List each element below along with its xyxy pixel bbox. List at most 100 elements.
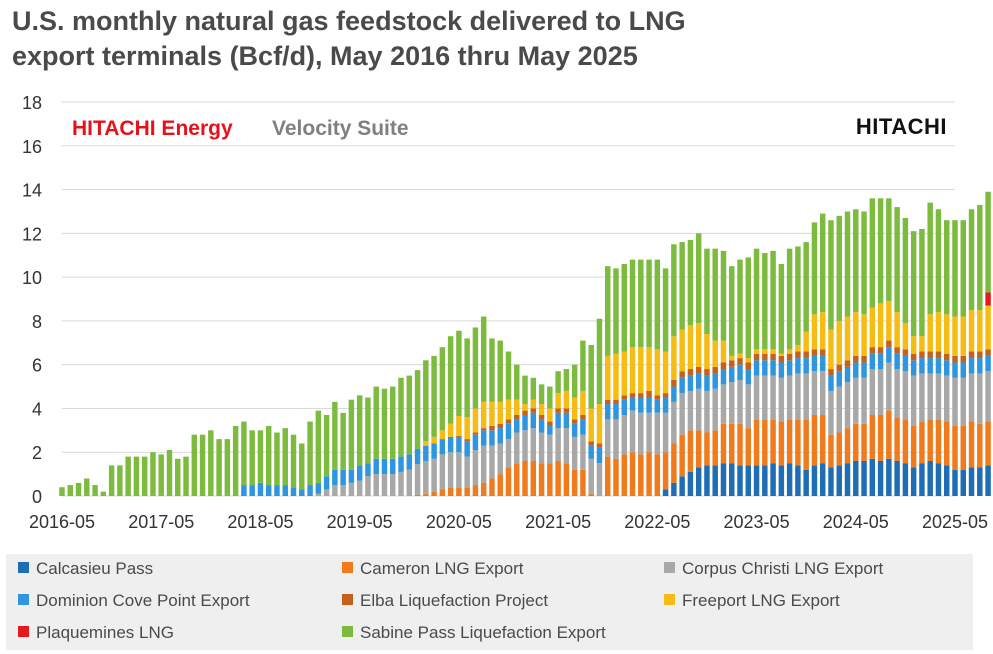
bar-segment bbox=[588, 441, 594, 446]
bar-segment bbox=[340, 412, 346, 470]
bar-segment bbox=[770, 375, 776, 420]
bar-segment bbox=[514, 415, 520, 420]
bar-segment bbox=[547, 386, 553, 409]
bar-segment bbox=[952, 220, 958, 317]
bar-segment bbox=[919, 463, 925, 496]
bar-segment bbox=[704, 432, 710, 466]
bar-segment bbox=[753, 465, 760, 496]
bar-segment bbox=[828, 467, 834, 496]
bar-segment bbox=[456, 435, 462, 437]
bar-segment bbox=[232, 425, 239, 496]
bar-segment bbox=[514, 399, 520, 416]
bar-segment bbox=[662, 393, 669, 398]
bar-segment bbox=[439, 430, 446, 440]
bar-segment bbox=[613, 353, 619, 400]
bar-segment bbox=[803, 242, 809, 332]
bar-segment bbox=[886, 301, 892, 341]
bar-segment bbox=[927, 419, 933, 461]
bar-segment bbox=[414, 464, 421, 495]
bar-segment bbox=[737, 259, 743, 354]
bar-segment bbox=[464, 487, 470, 496]
bar-segment bbox=[629, 259, 636, 348]
bar-segment bbox=[596, 447, 603, 464]
bar-segment bbox=[588, 408, 594, 442]
bar-segment bbox=[944, 314, 950, 354]
bar-segment bbox=[819, 349, 826, 356]
bar-segment bbox=[778, 263, 785, 354]
bar-segment bbox=[762, 253, 768, 350]
bar-segment bbox=[365, 476, 371, 496]
bar-segment bbox=[902, 371, 909, 420]
chart-title-line1: U.S. monthly natural gas feedstock deliv… bbox=[12, 6, 686, 36]
bar-segment bbox=[786, 353, 793, 361]
bar-segment bbox=[861, 460, 867, 496]
bar-segment bbox=[927, 314, 933, 352]
bar-segment bbox=[960, 355, 966, 363]
bar-segment bbox=[828, 390, 834, 435]
legend-swatch bbox=[18, 562, 29, 573]
bar-segment bbox=[480, 445, 487, 483]
bar-segment bbox=[638, 259, 644, 348]
bar-segment bbox=[580, 434, 586, 470]
bar-segment bbox=[729, 360, 735, 367]
bar-segment bbox=[819, 312, 826, 350]
legend-label: Freeport LNG Export bbox=[682, 591, 840, 610]
bar-segment bbox=[704, 248, 710, 335]
bar-segment bbox=[480, 430, 487, 446]
y-tick-label: 2 bbox=[32, 443, 42, 463]
bar-segment bbox=[662, 412, 669, 453]
bar-segment bbox=[265, 425, 272, 486]
bar-segment bbox=[919, 421, 925, 464]
bar-segment bbox=[844, 360, 851, 367]
bar-segment bbox=[613, 399, 619, 405]
bar-segment bbox=[414, 494, 421, 496]
bar-segment bbox=[910, 353, 917, 361]
bar-segment bbox=[456, 436, 462, 453]
bar-segment bbox=[935, 351, 942, 359]
bar-segment bbox=[447, 452, 454, 488]
bar-segment bbox=[811, 314, 818, 350]
bar-segment bbox=[555, 393, 561, 409]
legend-label: Calcasieu Pass bbox=[36, 559, 154, 578]
bar-segment bbox=[977, 358, 983, 374]
bar-segment bbox=[555, 408, 561, 413]
bar-segment bbox=[662, 397, 669, 413]
bar-segment bbox=[795, 344, 801, 352]
legend-swatch bbox=[342, 562, 353, 573]
bar-segment bbox=[439, 439, 446, 455]
bar-segment bbox=[786, 349, 793, 354]
bar-segment bbox=[265, 485, 272, 496]
chart-title: U.S. monthly natural gas feedstock deliv… bbox=[12, 4, 972, 74]
bar-segment bbox=[952, 469, 958, 496]
bar-segment bbox=[431, 355, 437, 437]
bar-segment bbox=[75, 482, 82, 496]
bar-segment bbox=[621, 351, 627, 396]
bar-segment bbox=[348, 469, 355, 483]
bar-segment bbox=[836, 386, 842, 433]
bar-segment bbox=[910, 375, 917, 426]
bar-segment bbox=[960, 220, 966, 317]
bar-segment bbox=[745, 358, 752, 363]
bar-segment bbox=[662, 489, 669, 496]
bar-segment bbox=[580, 469, 586, 496]
bar-segment bbox=[662, 452, 669, 490]
bar-segment bbox=[522, 404, 528, 411]
bar-segment bbox=[952, 316, 958, 356]
bar-segment bbox=[604, 355, 611, 400]
bar-segment bbox=[985, 371, 991, 422]
bar-segment bbox=[679, 329, 685, 372]
bar-segment bbox=[530, 412, 537, 429]
bar-segment bbox=[704, 375, 710, 391]
bar-segment bbox=[968, 373, 975, 422]
bar-segment bbox=[654, 349, 661, 396]
bar-segment bbox=[646, 397, 652, 413]
bar-segment bbox=[819, 213, 826, 313]
bar-segment bbox=[596, 318, 603, 405]
bar-segment bbox=[613, 404, 619, 420]
bar-segment bbox=[952, 425, 958, 470]
bar-segment bbox=[695, 323, 702, 367]
bar-segment bbox=[927, 202, 933, 315]
bar-segment bbox=[861, 423, 867, 461]
bar-segment bbox=[737, 358, 743, 365]
x-tick-label: 2022-05 bbox=[624, 512, 690, 532]
